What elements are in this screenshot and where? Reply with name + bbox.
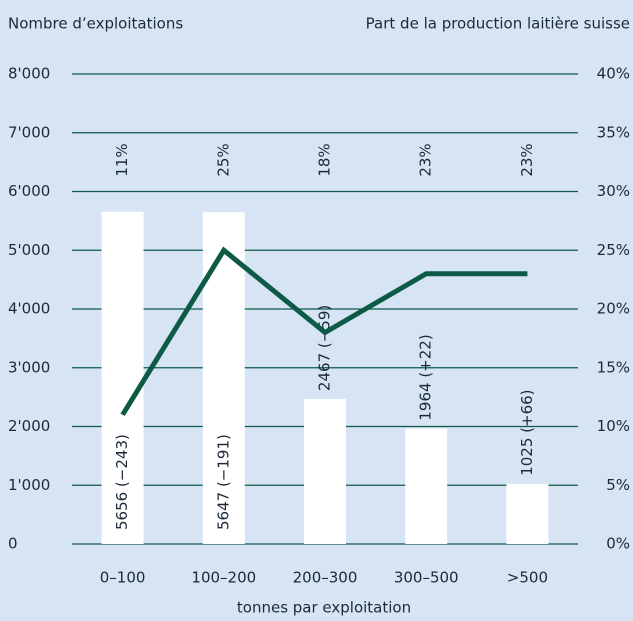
bar-label: 5656 (−243): [113, 434, 131, 530]
y2-axis-title: Part de la production laitière suisse: [366, 15, 630, 33]
x-tick-label: 300–500: [394, 569, 459, 587]
y-tick-label: 8'000: [8, 65, 50, 83]
line-value-label: 25%: [214, 143, 232, 176]
bar: [101, 211, 144, 544]
y-tick-label: 6'000: [8, 182, 50, 200]
y2-tick-label: 35%: [597, 123, 630, 141]
y-tick-label: 1'000: [8, 476, 50, 494]
y2-tick-label: 5%: [606, 476, 630, 494]
bar: [202, 212, 245, 544]
bar-label: 1964 (+22): [417, 334, 435, 420]
y2-tick-label: 30%: [597, 182, 630, 200]
y-tick-label: 7'000: [8, 123, 50, 141]
x-tick-label: 200–300: [293, 569, 358, 587]
bar-label: 2467 (−59): [316, 305, 334, 391]
y2-tick-label: 25%: [597, 241, 630, 259]
bar: [405, 428, 448, 544]
line-value-label: 23%: [518, 143, 536, 176]
bar-label: 5647 (−191): [214, 434, 232, 530]
bar-label: 1025 (+66): [518, 389, 536, 475]
y-axis-title: Nombre d’exploitations: [8, 15, 183, 33]
x-axis-title: tonnes par exploitation: [237, 599, 411, 617]
y2-tick-label: 20%: [597, 300, 630, 318]
bar: [506, 483, 549, 544]
y-tick-label: 5'000: [8, 241, 50, 259]
y2-tick-label: 40%: [597, 65, 630, 83]
y-tick-label: 0: [8, 535, 18, 553]
y-tick-label: 4'000: [8, 300, 50, 318]
x-tick-label: 0–100: [100, 569, 146, 587]
line-value-label: 18%: [316, 143, 334, 176]
line: [120, 246, 528, 417]
line-value-label: 11%: [113, 143, 131, 176]
y2-tick-label: 15%: [597, 358, 630, 376]
line-value-label: 23%: [417, 143, 435, 176]
x-tick-label: 100–200: [191, 569, 256, 587]
y2-tick-label: 0%: [606, 535, 630, 553]
y-tick-label: 2'000: [8, 417, 50, 435]
y2-tick-label: 10%: [597, 417, 630, 435]
y-tick-label: 3'000: [8, 358, 50, 376]
bar: [304, 399, 346, 544]
x-tick-label: >500: [507, 569, 548, 587]
